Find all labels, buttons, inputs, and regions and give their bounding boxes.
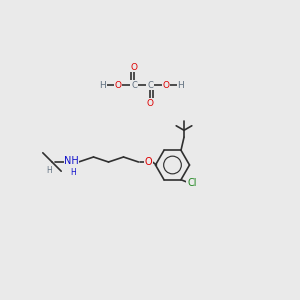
Text: C: C (147, 80, 153, 89)
Text: Cl: Cl (187, 178, 197, 188)
Text: NH: NH (64, 156, 79, 166)
Text: O: O (130, 62, 137, 71)
Text: H: H (70, 168, 76, 177)
Text: O: O (115, 80, 122, 89)
Text: H: H (46, 166, 52, 175)
Text: H: H (178, 80, 184, 89)
Text: O: O (146, 98, 154, 107)
Text: C: C (131, 80, 137, 89)
Text: O: O (163, 80, 170, 89)
Text: O: O (145, 157, 152, 167)
Text: H: H (100, 80, 106, 89)
